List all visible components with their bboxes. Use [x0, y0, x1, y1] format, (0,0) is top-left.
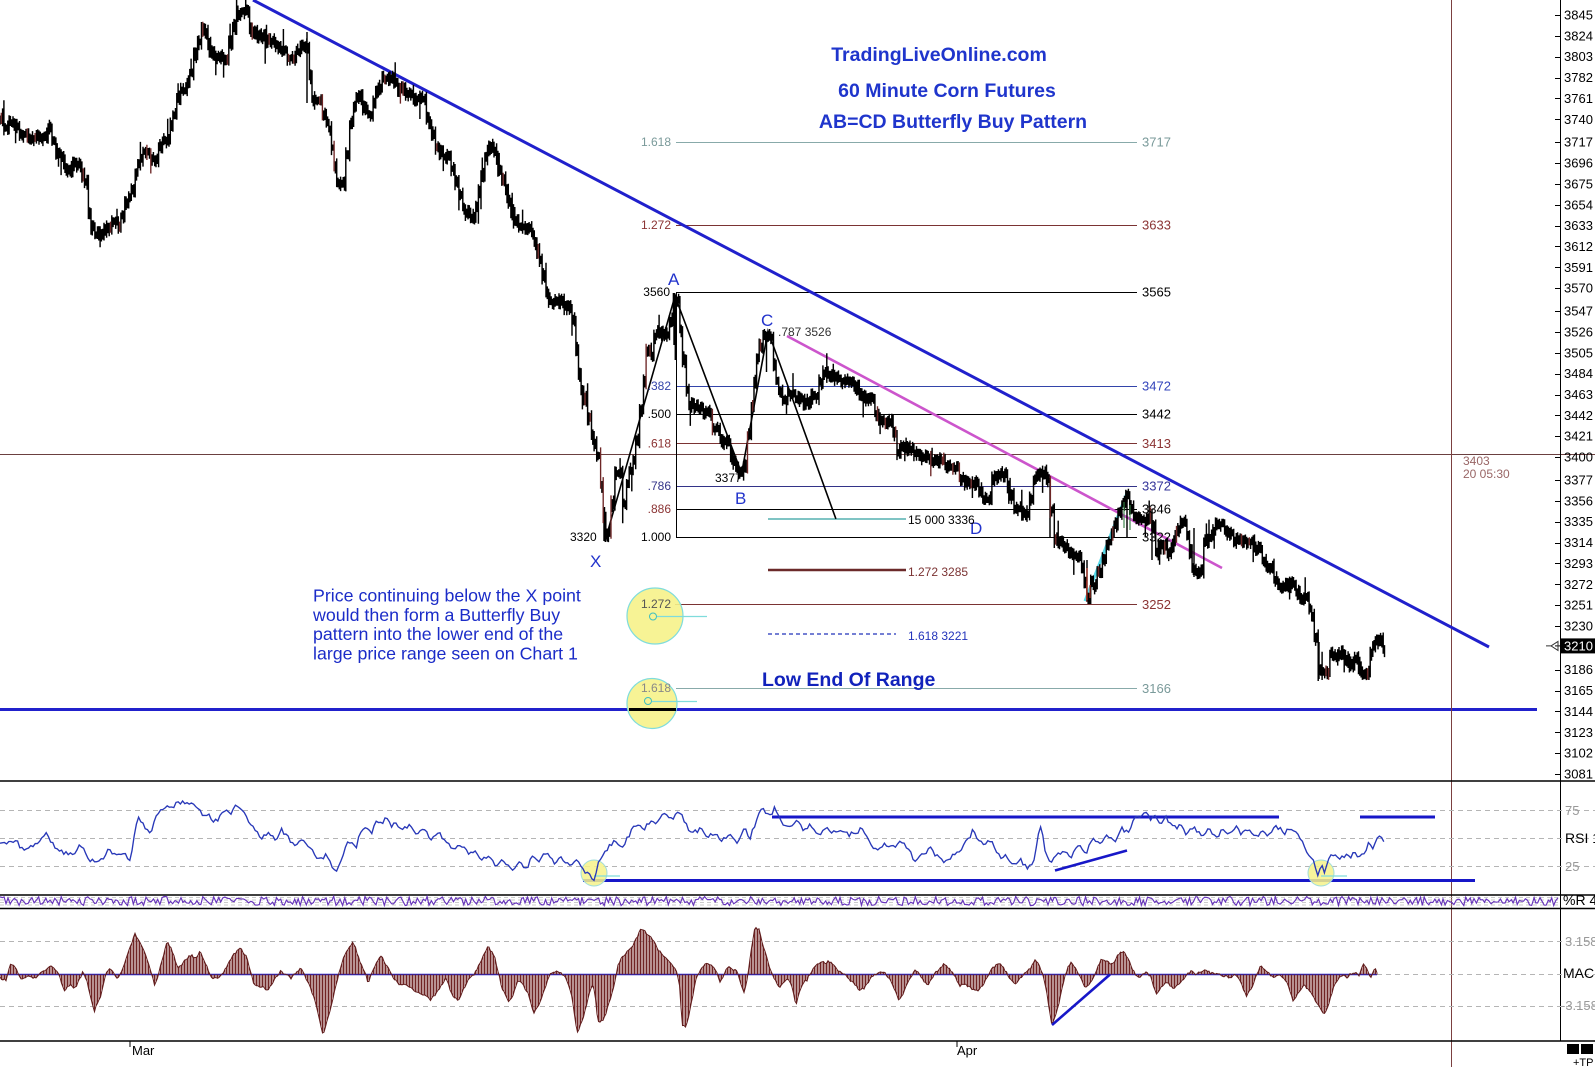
svg-text:3252: 3252 [1142, 597, 1171, 612]
svg-text:3165: 3165 [1564, 683, 1593, 698]
svg-text:-3.158: -3.158 [1561, 998, 1595, 1013]
svg-text:25: 25 [1565, 859, 1579, 874]
svg-text:.886: .886 [648, 502, 672, 516]
svg-text:Apr: Apr [957, 1043, 978, 1058]
svg-text:3505: 3505 [1564, 345, 1593, 360]
svg-text:%R 4: %R 4 [1563, 892, 1595, 908]
svg-text:Mar: Mar [132, 1043, 155, 1058]
svg-text:3377: 3377 [1564, 473, 1593, 488]
svg-text:Price continuing below the X p: Price continuing below the X point [313, 586, 581, 606]
svg-text:3717: 3717 [1142, 135, 1171, 150]
svg-text:3547: 3547 [1564, 304, 1593, 319]
svg-text:3346: 3346 [1142, 502, 1171, 517]
svg-text:3696: 3696 [1564, 156, 1593, 171]
svg-text:3484: 3484 [1564, 366, 1593, 381]
svg-text:would then form a Butterfly Bu: would then form a Butterfly Buy [312, 605, 560, 625]
svg-text:3717: 3717 [1564, 135, 1593, 150]
svg-text:3144: 3144 [1564, 704, 1593, 719]
svg-text:3322: 3322 [1142, 530, 1171, 545]
svg-text:3335: 3335 [1564, 514, 1593, 529]
svg-text:3320: 3320 [570, 530, 597, 544]
svg-text:75: 75 [1565, 803, 1579, 818]
svg-text:AB=CD Butterfly Buy Pattern: AB=CD Butterfly Buy Pattern [819, 111, 1087, 133]
svg-text:3293: 3293 [1564, 556, 1593, 571]
svg-text:RSI 1: RSI 1 [1565, 830, 1595, 846]
svg-text:.382: .382 [648, 379, 672, 393]
svg-text:pattern into the lower end of: pattern into the lower end of the [313, 624, 563, 644]
svg-text:C: C [761, 311, 773, 330]
svg-text:3123: 3123 [1564, 725, 1593, 740]
svg-text:3102: 3102 [1564, 746, 1593, 761]
svg-text:3824: 3824 [1564, 28, 1593, 43]
svg-text:15 000 3336: 15 000 3336 [908, 513, 975, 527]
svg-text:MACD: MACD [1563, 965, 1595, 981]
svg-text:1.272: 1.272 [641, 597, 671, 611]
svg-text:3560: 3560 [643, 285, 670, 299]
svg-text:B: B [735, 489, 746, 508]
svg-text:3.158: 3.158 [1565, 934, 1595, 949]
svg-text:3782: 3782 [1564, 70, 1593, 85]
svg-text:X: X [590, 552, 601, 571]
svg-text:3740: 3740 [1564, 112, 1593, 127]
svg-text:3442: 3442 [1142, 407, 1171, 422]
svg-text:3356: 3356 [1564, 493, 1593, 508]
svg-text:3400: 3400 [1564, 450, 1593, 465]
svg-text:.618: .618 [648, 437, 672, 451]
svg-text:3761: 3761 [1564, 91, 1593, 106]
svg-text:3442: 3442 [1564, 408, 1593, 423]
svg-text:3845: 3845 [1564, 8, 1593, 23]
svg-text:3633: 3633 [1564, 218, 1593, 233]
svg-text:.786: .786 [648, 479, 672, 493]
svg-text:A: A [668, 270, 680, 289]
svg-text:3463: 3463 [1564, 387, 1593, 402]
svg-text:1.272 3285: 1.272 3285 [908, 565, 968, 579]
svg-text:60 Minute Corn Futures: 60 Minute Corn Futures [838, 80, 1056, 102]
svg-text:.787 3526: .787 3526 [778, 325, 832, 339]
svg-text:20 05:30: 20 05:30 [1463, 467, 1510, 481]
svg-text:3403: 3403 [1463, 454, 1490, 468]
svg-text:3186: 3186 [1564, 662, 1593, 677]
svg-text:3272: 3272 [1564, 577, 1593, 592]
svg-text:large price range seen on Char: large price range seen on Chart 1 [313, 643, 578, 663]
svg-text:1.000: 1.000 [641, 530, 671, 544]
svg-text:3251: 3251 [1564, 598, 1593, 613]
svg-text:3565: 3565 [1142, 285, 1171, 300]
svg-text:3675: 3675 [1564, 176, 1593, 191]
svg-text:3230: 3230 [1564, 619, 1593, 634]
svg-text:3166: 3166 [1142, 681, 1171, 696]
svg-text:1.618: 1.618 [641, 681, 671, 695]
svg-text:1.618: 1.618 [641, 135, 671, 149]
svg-text:TradingLiveOnline.com: TradingLiveOnline.com [831, 44, 1047, 66]
svg-text:3081: 3081 [1564, 767, 1593, 782]
svg-text:+TP: +TP [1573, 1057, 1593, 1067]
svg-text:.500: .500 [648, 407, 672, 421]
svg-text:3803: 3803 [1564, 49, 1593, 64]
svg-text:Low End Of Range: Low End Of Range [762, 669, 935, 691]
svg-text:3612: 3612 [1564, 239, 1593, 254]
svg-text:3314: 3314 [1564, 535, 1593, 550]
svg-text:D: D [970, 519, 982, 538]
svg-text:3413: 3413 [1142, 436, 1171, 451]
svg-text:3472: 3472 [1142, 379, 1171, 394]
svg-text:3372: 3372 [1142, 479, 1171, 494]
svg-text:3570: 3570 [1564, 281, 1593, 296]
svg-text:1.272: 1.272 [641, 218, 671, 232]
svg-text:3421: 3421 [1564, 429, 1593, 444]
svg-text:3591: 3591 [1564, 260, 1593, 275]
svg-text:3633: 3633 [1142, 218, 1171, 233]
svg-text:3654: 3654 [1564, 197, 1593, 212]
svg-text:3377: 3377 [715, 471, 742, 485]
svg-text:3526: 3526 [1564, 324, 1593, 339]
svg-text:1.618 3221: 1.618 3221 [908, 629, 968, 643]
svg-text:3210: 3210 [1564, 638, 1593, 653]
